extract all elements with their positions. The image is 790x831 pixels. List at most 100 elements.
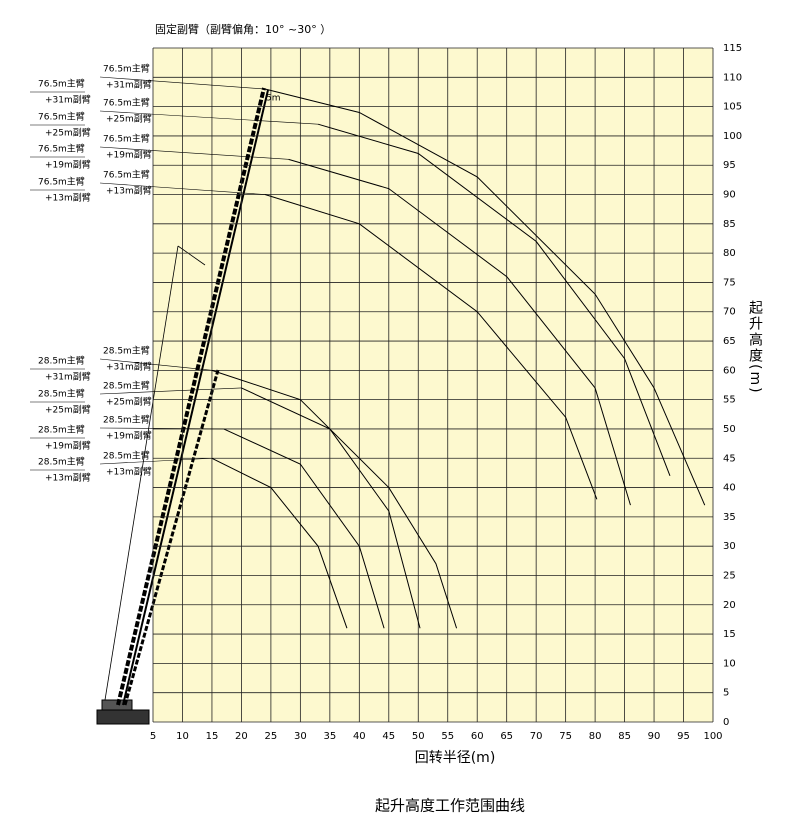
series-main-label: 76.5m主臂 <box>103 97 150 109</box>
series-main-label: 28.5m主臂 <box>103 450 150 462</box>
x-tick-label: 15 <box>206 731 219 742</box>
y-tick-label: 80 <box>723 248 736 259</box>
range-curve <box>211 457 348 629</box>
range-curve <box>288 158 631 506</box>
series-main-label: 76.5m主臂 <box>103 133 150 145</box>
series-jib-label: +13m副臂 <box>45 192 91 204</box>
x-tick-label: 75 <box>559 731 572 742</box>
x-tick-label: 70 <box>530 731 543 742</box>
long-boom <box>116 87 266 706</box>
y-tick-label: 85 <box>723 219 736 230</box>
y-tick-label: 105 <box>723 102 742 113</box>
series-jib-label: +19m副臂 <box>106 149 152 161</box>
series-main-label: 76.5m主臂 <box>38 176 85 188</box>
range-curve <box>317 123 671 477</box>
y-tick-label: 100 <box>723 131 742 142</box>
crane-base <box>96 709 150 725</box>
series-jib-label: +13m副臂 <box>45 472 91 484</box>
y-tick-label: 65 <box>723 336 736 347</box>
series-jib-label: +25m副臂 <box>106 113 152 125</box>
x-tick-label: 95 <box>677 731 690 742</box>
series-jib-label: +31m副臂 <box>106 361 152 373</box>
range-curve <box>264 88 706 506</box>
y-tick-label: 60 <box>723 365 736 376</box>
series-main-label: 76.5m主臂 <box>38 143 85 155</box>
y-tick-label: 75 <box>723 277 736 288</box>
x-tick-label: 35 <box>323 731 336 742</box>
y-tick-label: 70 <box>723 307 736 318</box>
series-main-label: 28.5m主臂 <box>38 424 85 436</box>
y-tick-label: 95 <box>723 160 736 171</box>
leader-line <box>99 457 212 465</box>
x-tick-label: 80 <box>589 731 602 742</box>
x-tick-label: 20 <box>235 731 248 742</box>
range-curve <box>211 369 458 629</box>
y-tick-label: 25 <box>723 570 736 581</box>
series-main-label: 76.5m主臂 <box>38 111 85 123</box>
caption: 起升高度工作范围曲线 <box>375 797 525 815</box>
y-tick-label: 5 <box>723 688 729 699</box>
series-main-label: 28.5m主臂 <box>38 456 85 468</box>
x-tick-label: 65 <box>500 731 513 742</box>
series-jib-label: +19m副臂 <box>106 430 152 442</box>
y-tick-label: 35 <box>723 512 736 523</box>
x-tick-label: 85 <box>618 731 631 742</box>
y-axis-label: 起升高度(m) <box>747 300 763 395</box>
x-tick-label: 25 <box>265 731 278 742</box>
x-axis-label: 回转半径(m) <box>415 750 496 766</box>
series-jib-label: +13m副臂 <box>106 466 152 478</box>
x-tick-label: 30 <box>294 731 307 742</box>
plot-area <box>153 48 713 722</box>
x-tick-label: 5 <box>150 731 156 742</box>
y-tick-label: 55 <box>723 395 736 406</box>
y-tick-label: 40 <box>723 483 736 494</box>
y-tick-label: 10 <box>723 658 736 669</box>
series-main-label: 76.5m主臂 <box>38 78 85 90</box>
series-main-label: 28.5m主臂 <box>103 345 150 357</box>
y-tick-label: 30 <box>723 541 736 552</box>
leader-line <box>99 358 212 371</box>
series-jib-label: +31m副臂 <box>45 371 91 383</box>
x-tick-label: 50 <box>412 731 425 742</box>
y-tick-label: 110 <box>723 72 742 83</box>
range-curve <box>223 428 385 629</box>
range-curve <box>241 387 421 629</box>
x-tick-label: 45 <box>382 731 395 742</box>
backstay <box>104 245 179 701</box>
leader-line <box>99 146 289 160</box>
y-tick-label: 115 <box>723 43 742 54</box>
y-tick-label: 50 <box>723 424 736 435</box>
series-main-label: 28.5m主臂 <box>103 380 150 392</box>
x-tick-label: 100 <box>703 731 722 742</box>
x-tick-label: 60 <box>471 731 484 742</box>
x-tick-label: 55 <box>441 731 454 742</box>
series-main-label: 28.5m主臂 <box>38 388 85 400</box>
crane-body <box>101 699 133 711</box>
series-main-label: 76.5m主臂 <box>103 169 150 181</box>
y-tick-label: 20 <box>723 600 736 611</box>
series-jib-label: +31m副臂 <box>45 94 91 106</box>
series-jib-label: +25m副臂 <box>106 396 152 408</box>
x-tick-label: 10 <box>176 731 189 742</box>
leader-line <box>99 110 319 125</box>
long-boom-chord <box>122 89 269 706</box>
y-tick-label: 0 <box>723 717 729 728</box>
range-curve <box>264 194 598 500</box>
y-tick-label: 45 <box>723 453 736 464</box>
series-jib-label: +19m副臂 <box>45 159 91 171</box>
boom-tip-label: 5m <box>266 94 281 104</box>
series-main-label: 28.5m主臂 <box>103 414 150 426</box>
y-tick-label: 15 <box>723 629 736 640</box>
x-tick-label: 40 <box>353 731 366 742</box>
series-jib-label: +25m副臂 <box>45 127 91 139</box>
chart-title: 固定副臂（副臂偏角：10° ~30° ） <box>155 22 331 36</box>
series-jib-label: +13m副臂 <box>106 185 152 197</box>
series-main-label: 28.5m主臂 <box>38 355 85 367</box>
crane <box>96 87 269 725</box>
leader-line <box>99 427 224 430</box>
leader-line <box>99 182 266 195</box>
series-jib-label: +19m副臂 <box>45 440 91 452</box>
series-main-label: 76.5m主臂 <box>103 63 150 75</box>
series-jib-label: +31m副臂 <box>106 79 152 91</box>
